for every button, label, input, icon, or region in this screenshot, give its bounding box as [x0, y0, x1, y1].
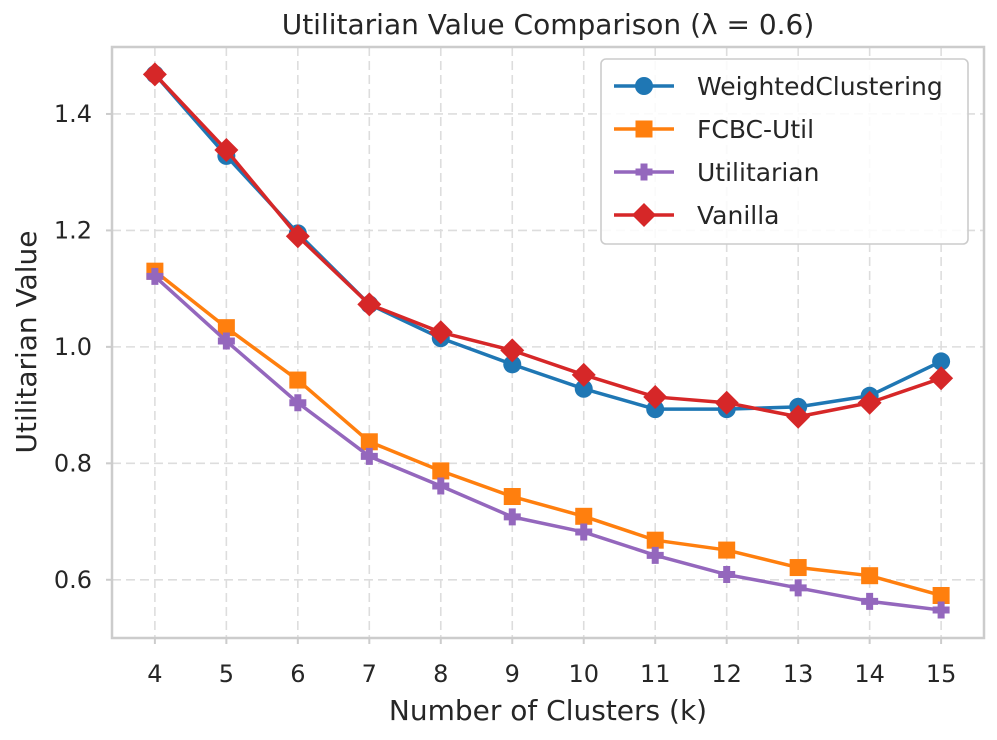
data-point-fcbc-util — [503, 488, 521, 506]
legend-label-weightedclustering: WeightedClustering — [697, 72, 943, 101]
data-point-weightedclustering — [503, 355, 522, 374]
legend-item-utilitarian: Utilitarian — [614, 158, 819, 187]
data-point-utilitarian — [360, 447, 378, 465]
data-point-fcbc-util — [217, 319, 235, 337]
data-point-utilitarian — [217, 332, 235, 350]
x-tick-label: 5 — [219, 660, 234, 688]
data-point-vanilla — [285, 224, 310, 249]
series-vanilla — [142, 62, 954, 429]
series-line-fcbc-util — [153, 269, 942, 598]
data-point-fcbc-util — [789, 559, 807, 577]
x-tick-label: 8 — [433, 660, 448, 688]
series-fcbc-util — [146, 262, 950, 604]
legend-item-weightedclustering: WeightedClustering — [614, 72, 943, 101]
data-point-utilitarian — [932, 601, 950, 619]
y-tick-label: 1.2 — [54, 216, 92, 244]
data-point-utilitarian — [432, 477, 450, 495]
legend-marker-vanilla — [632, 203, 656, 227]
series-utilitarian — [146, 267, 950, 619]
legend-label-utilitarian: Utilitarian — [697, 158, 819, 187]
y-tick-label: 0.6 — [54, 566, 92, 594]
data-point-vanilla — [857, 390, 882, 415]
series-group — [142, 62, 954, 619]
data-point-fcbc-util — [360, 433, 378, 451]
data-point-weightedclustering — [932, 352, 951, 371]
series-line-utilitarian — [153, 275, 942, 612]
data-point-vanilla — [571, 362, 596, 387]
data-point-utilitarian — [861, 592, 879, 610]
data-point-fcbc-util — [575, 507, 593, 525]
data-point-utilitarian — [789, 579, 807, 597]
y-tick-label: 1.0 — [54, 333, 92, 361]
data-point-fcbc-util — [289, 371, 307, 389]
legend-marker-weightedclustering — [635, 77, 653, 95]
legend-marker-fcbc-util — [635, 120, 653, 138]
x-tick-label: 15 — [926, 660, 957, 688]
x-tick-label: 9 — [505, 660, 520, 688]
legend-item-vanilla: Vanilla — [614, 201, 779, 230]
legend-marker-utilitarian — [635, 163, 653, 181]
data-point-fcbc-util — [646, 531, 664, 549]
data-point-vanilla — [214, 138, 239, 163]
x-axis-label: Number of Clusters (k) — [389, 694, 707, 727]
x-tick-label: 6 — [290, 660, 305, 688]
chart-title: Utilitarian Value Comparison (λ = 0.6) — [282, 8, 815, 41]
x-tick-label: 7 — [362, 660, 377, 688]
data-point-fcbc-util — [932, 586, 950, 604]
data-point-fcbc-util — [718, 541, 736, 559]
data-point-utilitarian — [503, 508, 521, 526]
data-point-utilitarian — [575, 523, 593, 541]
data-point-vanilla — [643, 384, 668, 409]
data-point-vanilla — [714, 390, 739, 415]
data-point-fcbc-util — [861, 567, 879, 585]
data-point-utilitarian — [146, 267, 164, 285]
legend-label-fcbc-util: FCBC-Util — [697, 115, 814, 144]
series-line-vanilla — [153, 73, 942, 419]
data-point-vanilla — [786, 404, 811, 429]
data-point-utilitarian — [289, 394, 307, 412]
legend-label-vanilla: Vanilla — [697, 201, 779, 230]
legend: WeightedClustering FCBC-Util Utilitarian Va… — [600, 58, 969, 245]
axis-ticks: 4 5 6 7 8 9 10 11 12 13 14 15 0.6 0.8 1.0 1.2 1.4 — [54, 100, 957, 688]
plot-frame — [110, 45, 986, 640]
data-point-vanilla — [357, 292, 382, 317]
data-point-utilitarian — [718, 566, 736, 584]
data-point-vanilla — [428, 320, 453, 345]
y-tick-label: 1.4 — [54, 100, 92, 128]
data-point-fcbc-util — [432, 462, 450, 480]
data-point-utilitarian — [646, 546, 664, 564]
y-axis-label: Utilitarian Value — [10, 231, 43, 454]
x-tick-label: 11 — [640, 660, 671, 688]
x-tick-label: 14 — [854, 660, 885, 688]
x-tick-label: 13 — [783, 660, 814, 688]
data-point-vanilla — [142, 62, 167, 87]
data-point-vanilla — [929, 366, 954, 391]
data-point-weightedclustering — [646, 400, 665, 419]
x-tick-label: 12 — [711, 660, 742, 688]
legend-item-fcbc-util: FCBC-Util — [614, 115, 814, 144]
legend-box — [600, 58, 969, 245]
x-tick-label: 10 — [568, 660, 599, 688]
x-tick-label: 4 — [147, 660, 162, 688]
data-point-vanilla — [500, 338, 525, 363]
data-point-weightedclustering — [574, 379, 593, 398]
y-tick-label: 0.8 — [54, 449, 92, 477]
